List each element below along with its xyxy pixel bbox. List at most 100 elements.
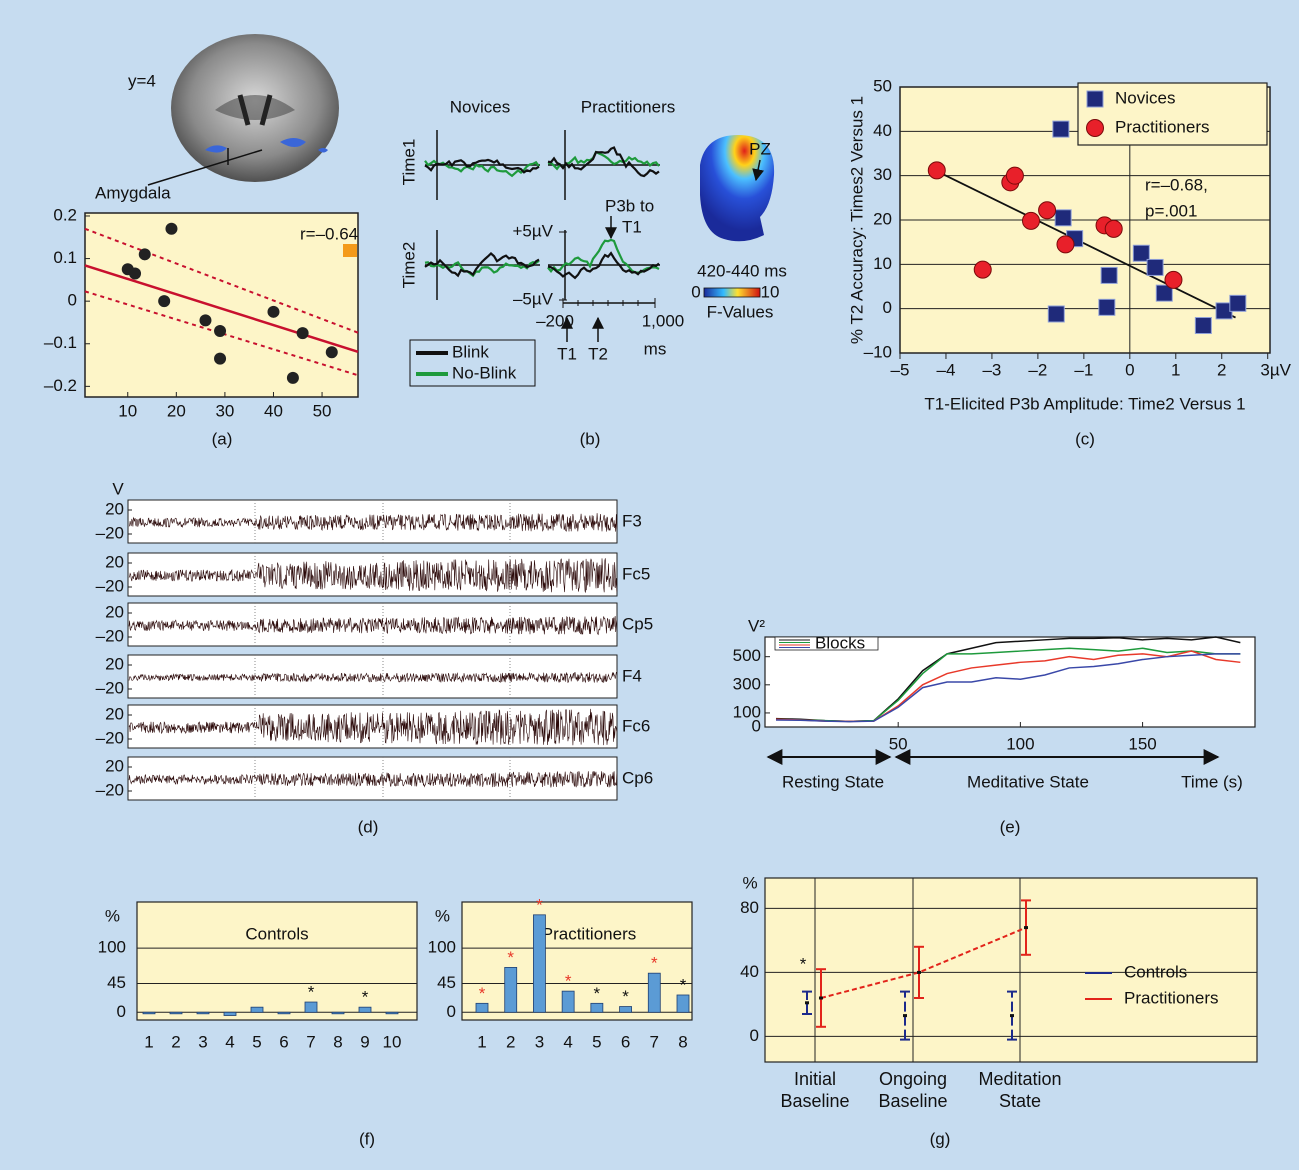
bar	[475, 1002, 489, 1013]
data-point	[1021, 211, 1040, 230]
y-tick-label: 20	[105, 552, 124, 571]
x-tick-label: Ongoing Baseline	[878, 1069, 948, 1111]
data-point	[1194, 317, 1212, 335]
y-tick-label: 300	[733, 674, 761, 693]
annotation: r=–0.64	[300, 224, 358, 243]
x-tick-label: 10	[118, 401, 137, 420]
data-point	[214, 352, 227, 365]
chart-title: Practitioners	[542, 924, 636, 943]
eeg-trace	[128, 671, 617, 684]
x-tick-label: 2	[1217, 360, 1226, 379]
asterisk: *	[594, 984, 601, 1003]
y-tick-label: –20	[96, 728, 124, 747]
x-tick-label: 1,000	[642, 311, 685, 330]
data-point	[1229, 294, 1247, 312]
trace	[424, 159, 540, 178]
annotation: r=–0.68,	[1145, 175, 1208, 194]
trace	[424, 252, 540, 278]
data-point	[267, 305, 280, 318]
legend-label: Blink	[452, 342, 489, 361]
x-tick-label: 3	[535, 1032, 544, 1051]
panel-label: (c)	[1075, 429, 1095, 448]
y-tick-label: 10	[873, 254, 892, 273]
bar	[385, 1011, 399, 1015]
y-tick-label: 0	[752, 716, 761, 735]
bar	[142, 1011, 156, 1015]
bar	[277, 1011, 291, 1015]
x-tick-label: 150	[1128, 734, 1156, 753]
x-tick-label: 20	[167, 401, 186, 420]
legend-label: No-Blink	[452, 363, 517, 382]
bar	[331, 1011, 345, 1015]
asterisk: *	[479, 984, 486, 1003]
x-tick-label: 4	[563, 1032, 572, 1051]
mean-line	[820, 926, 1027, 999]
y-tick-label: 20	[873, 209, 892, 228]
y-axis-label: %	[435, 906, 450, 925]
annotation: Amygdala	[95, 183, 171, 202]
legend-label: Novices	[1115, 88, 1175, 107]
x-tick-label: –3	[982, 360, 1001, 379]
legend-box	[1077, 82, 1268, 146]
y-tick-label: 40	[873, 121, 892, 140]
annotation: Meditative State	[967, 772, 1089, 791]
channel-label: Fc6	[622, 716, 650, 735]
x-tick-label: 2	[506, 1032, 515, 1051]
x-tick-label: 6	[279, 1032, 288, 1051]
chart-title: Controls	[245, 924, 308, 943]
fit-line	[936, 170, 1236, 319]
asterisk: *	[651, 954, 658, 973]
x-tick-label: –4	[937, 360, 956, 379]
x-tick-label: 50	[889, 734, 908, 753]
y-tick-label: 0	[883, 298, 892, 317]
channel-box	[127, 756, 618, 801]
column-title: Practitioners	[581, 97, 675, 116]
head-map	[700, 135, 775, 242]
y-tick-label: 20	[105, 654, 124, 673]
asterisk: *	[507, 948, 514, 967]
data-point	[286, 371, 299, 384]
bar	[304, 1001, 318, 1013]
asterisk: *	[622, 987, 629, 1006]
y-tick-label: –20	[96, 678, 124, 697]
y-tick-label: 50	[873, 76, 892, 95]
bar	[533, 914, 546, 1013]
panel-label: (d)	[358, 817, 379, 836]
bar	[561, 990, 575, 1013]
channel-label: F3	[622, 511, 642, 530]
column-title: Novices	[450, 97, 510, 116]
x-tick-label: Initial Baseline	[780, 1069, 850, 1111]
bar	[196, 1011, 210, 1015]
trace	[424, 259, 540, 278]
x-tick-label: 1	[477, 1032, 486, 1051]
y-tick-label: 0	[447, 1002, 456, 1021]
data-point	[1104, 219, 1123, 238]
colorbar	[703, 287, 761, 298]
row-title: Time2	[399, 242, 418, 289]
x-tick-label: 8	[678, 1032, 687, 1051]
x-axis-label: T1-Elicited P3b Amplitude: Time2 Versus …	[924, 394, 1245, 413]
data-point	[165, 222, 178, 235]
y-axis-label: V²	[748, 616, 765, 635]
asterisk: *	[800, 954, 807, 973]
data-point	[1056, 235, 1075, 254]
annotation: p=.001	[1145, 201, 1197, 220]
x-tick-label: 40	[264, 401, 283, 420]
y-tick-label: 20	[105, 704, 124, 723]
y-tick-label: 20	[105, 499, 124, 518]
row-title: Time1	[399, 139, 418, 186]
y-tick-label: –0.1	[44, 333, 77, 352]
data-point	[1054, 209, 1072, 227]
marker-label: T1	[557, 344, 577, 363]
channel-label: Cp6	[622, 768, 653, 787]
x-tick-label: 10	[383, 1032, 402, 1051]
annotation: Time (s)	[1181, 772, 1243, 791]
plot-area	[136, 901, 418, 1021]
data-point	[325, 346, 338, 359]
channel-label: Cp5	[622, 614, 653, 633]
data-point	[1164, 270, 1183, 289]
panel-label: (g)	[930, 1129, 951, 1148]
panel-label: (a)	[212, 429, 233, 448]
asterisk: *	[565, 972, 572, 991]
